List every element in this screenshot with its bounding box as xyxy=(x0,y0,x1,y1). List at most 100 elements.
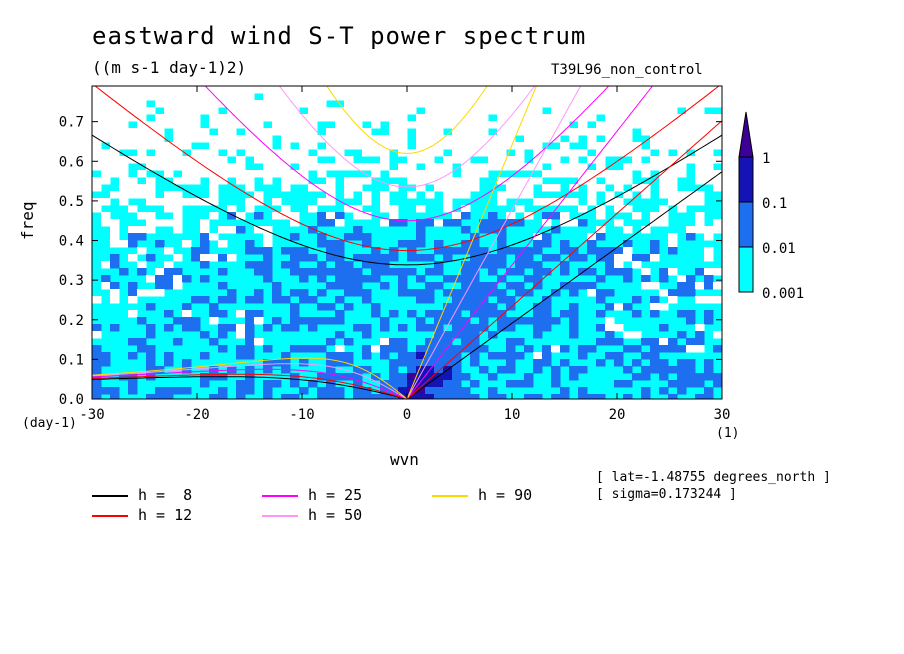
power-cell xyxy=(254,338,264,346)
power-cell xyxy=(146,142,156,150)
power-cell xyxy=(569,149,579,157)
power-cell xyxy=(479,366,489,374)
power-cell xyxy=(425,219,435,227)
power-cell xyxy=(506,121,516,129)
power-cell xyxy=(227,121,237,129)
power-cell xyxy=(596,86,606,94)
power-cell xyxy=(668,135,678,143)
power-cell xyxy=(443,254,453,262)
power-cell xyxy=(164,275,174,283)
power-cell xyxy=(713,331,722,339)
power-cell xyxy=(596,128,606,136)
power-cell xyxy=(353,226,363,234)
power-cell xyxy=(110,135,120,143)
power-cell xyxy=(110,163,120,171)
power-cell xyxy=(533,352,543,360)
power-cell xyxy=(218,310,228,318)
power-cell xyxy=(263,86,273,94)
power-cell xyxy=(605,352,615,360)
power-cell xyxy=(659,163,669,171)
power-cell xyxy=(227,142,237,150)
power-cell xyxy=(587,107,597,115)
power-cell xyxy=(191,254,201,262)
power-cell xyxy=(245,387,255,395)
power-cell xyxy=(416,373,426,381)
power-cell xyxy=(155,198,165,206)
power-cell xyxy=(380,149,390,157)
power-cell xyxy=(650,359,660,367)
power-cell xyxy=(371,303,381,311)
power-cell xyxy=(713,282,722,290)
power-cell xyxy=(452,219,462,227)
power-cell xyxy=(209,184,219,192)
power-cell xyxy=(362,289,372,297)
power-cell xyxy=(551,149,561,157)
power-cell xyxy=(470,296,480,304)
power-cell xyxy=(110,170,120,178)
power-cell xyxy=(137,345,147,353)
power-cell xyxy=(569,135,579,143)
power-cell xyxy=(524,380,534,388)
power-cell xyxy=(317,240,327,248)
power-cell xyxy=(515,149,525,157)
power-cell xyxy=(560,93,570,101)
chart-title: eastward wind S-T power spectrum xyxy=(92,22,587,50)
power-cell xyxy=(677,114,687,122)
power-cell xyxy=(425,373,435,381)
power-cell xyxy=(659,135,669,143)
power-cell xyxy=(695,296,705,304)
power-cell xyxy=(389,219,399,227)
power-cell xyxy=(641,128,651,136)
power-cell xyxy=(596,310,606,318)
power-cell xyxy=(551,114,561,122)
power-cell xyxy=(290,100,300,108)
power-cell xyxy=(632,156,642,164)
power-cell xyxy=(146,93,156,101)
power-cell xyxy=(461,275,471,283)
power-cell xyxy=(119,268,129,276)
power-cell xyxy=(173,338,183,346)
power-cell xyxy=(650,142,660,150)
power-cell xyxy=(677,128,687,136)
power-cell xyxy=(182,275,192,283)
power-cell xyxy=(182,100,192,108)
colorbar-label: 0.001 xyxy=(762,286,804,302)
power-cell xyxy=(218,135,228,143)
power-cell xyxy=(353,121,363,129)
power-cell xyxy=(137,191,147,199)
power-cell xyxy=(182,142,192,150)
power-cell xyxy=(551,93,561,101)
power-cell xyxy=(119,128,129,136)
power-cell xyxy=(533,394,543,399)
colorbar-triangle xyxy=(738,111,754,158)
power-cell xyxy=(677,163,687,171)
power-cell xyxy=(470,93,480,101)
power-cell xyxy=(434,282,444,290)
power-cell xyxy=(470,345,480,353)
power-cell xyxy=(596,254,606,262)
power-cell xyxy=(596,121,606,129)
power-cell xyxy=(605,247,615,255)
power-cell xyxy=(110,86,120,94)
power-cell xyxy=(173,198,183,206)
power-cell xyxy=(524,247,534,255)
power-cell xyxy=(245,338,255,346)
power-cell xyxy=(461,338,471,346)
power-cell xyxy=(335,107,345,115)
power-cell xyxy=(398,121,408,129)
power-cell xyxy=(605,149,615,157)
power-cell xyxy=(434,387,444,395)
power-cell xyxy=(326,107,336,115)
power-cell xyxy=(119,135,129,143)
legend-swatch xyxy=(432,495,468,497)
power-cell xyxy=(578,128,588,136)
power-cell xyxy=(443,93,453,101)
power-cell xyxy=(515,100,525,108)
power-cell xyxy=(335,93,345,101)
power-cell xyxy=(200,233,210,241)
power-cell xyxy=(470,261,480,269)
power-cell xyxy=(659,324,669,332)
power-cell xyxy=(425,156,435,164)
power-cell xyxy=(371,170,381,178)
power-cell xyxy=(416,205,426,213)
